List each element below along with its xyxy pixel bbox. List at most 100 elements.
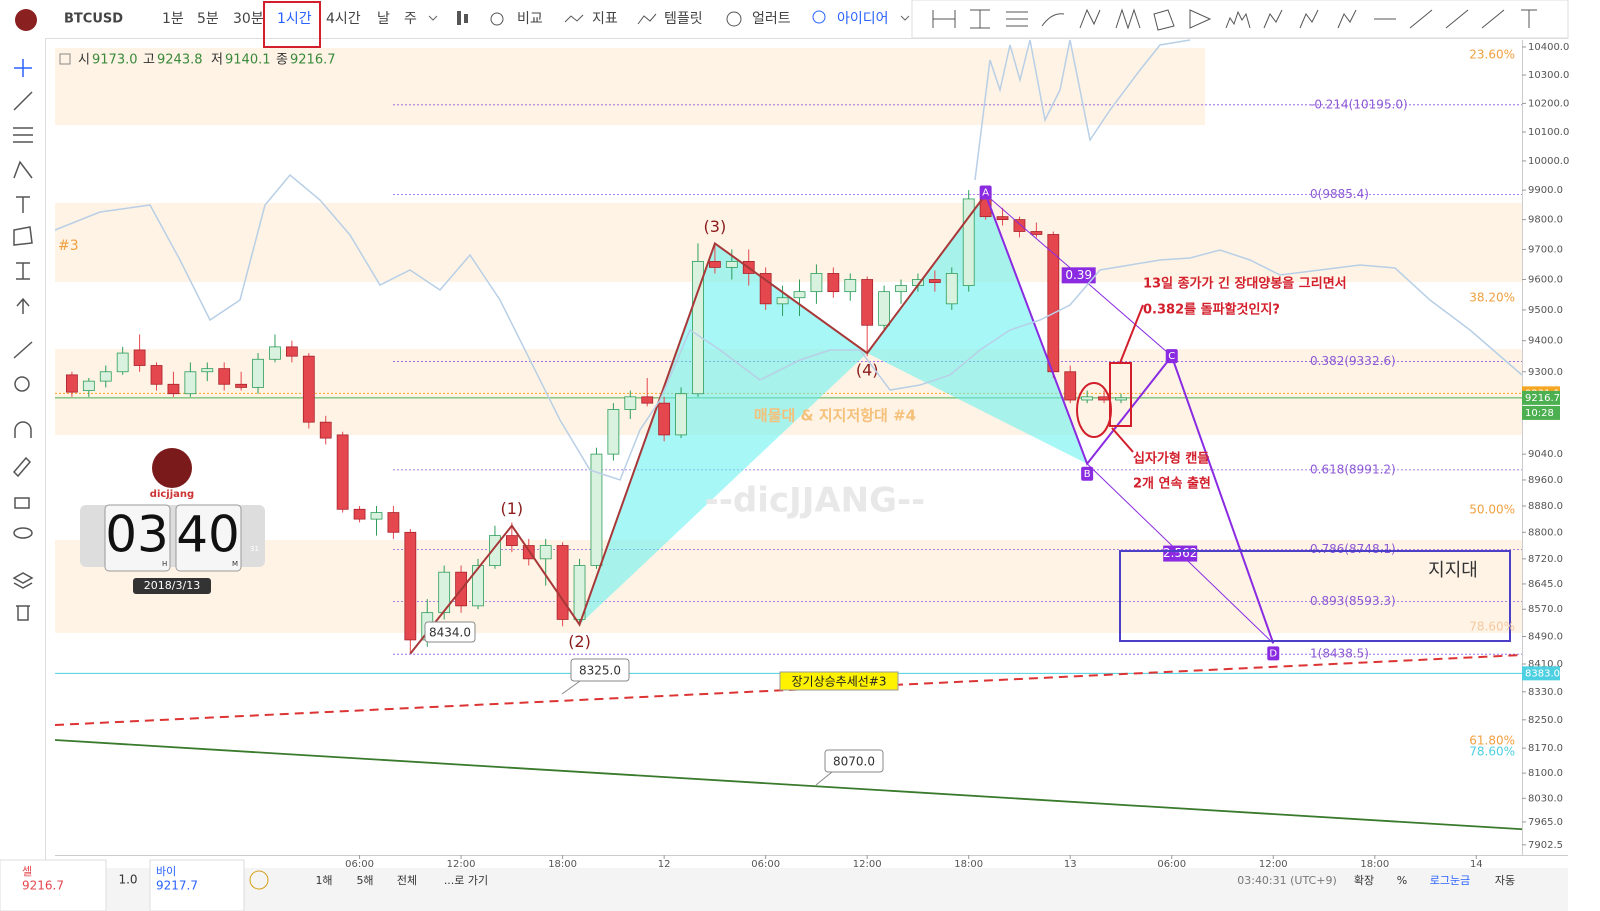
tool-icon[interactable] (1189, 9, 1212, 29)
pattern-fill (867, 194, 1088, 464)
interval[interactable]: 1분 (162, 11, 184, 27)
tool-icon[interactable] (14, 59, 32, 77)
candle-body (675, 393, 687, 436)
tool-icon[interactable] (14, 497, 30, 509)
tool-icon[interactable] (932, 10, 956, 28)
candle-body (658, 402, 671, 436)
candle-body (861, 279, 874, 326)
interval[interactable]: 주 (404, 11, 417, 27)
x-tick-label: 14 (1470, 859, 1483, 870)
option[interactable]: 확장 (1354, 874, 1374, 887)
tool[interactable]: 아이디어 (837, 11, 889, 27)
countdown-tag (1522, 405, 1560, 420)
option[interactable]: 자동 (1495, 874, 1515, 887)
tool-icon[interactable] (1225, 10, 1251, 29)
tool-icon[interactable] (13, 341, 33, 359)
tool-icon[interactable] (1481, 9, 1505, 29)
collapse-icon[interactable] (59, 53, 71, 65)
indicator-icon[interactable] (564, 14, 584, 23)
toolbar: BTCUSD 1분 5분 30분 1시간 4시간 날 주 비교 지표 템플릿 얼… (15, 0, 1569, 48)
tool-icon[interactable] (12, 456, 32, 478)
clock: 03:40:31 (UTC+9) (1237, 874, 1337, 887)
interval[interactable]: 날 (377, 11, 390, 27)
tool-icon[interactable] (1115, 8, 1141, 30)
y-tick-label: 10000.0 (1528, 156, 1569, 167)
buy-label[interactable]: 바이 (156, 865, 176, 878)
tool-icon[interactable] (970, 9, 990, 29)
interval[interactable]: 1시간 (277, 11, 312, 27)
tool-icon[interactable] (1445, 9, 1469, 29)
tool-icon[interactable] (16, 605, 30, 621)
alert-icon[interactable] (726, 11, 742, 27)
tool-icon[interactable] (13, 527, 33, 539)
drawing-tool-icons (932, 8, 1537, 31)
sell-label[interactable]: 셀 (22, 865, 32, 878)
y-tick-label: 9040.0 (1528, 449, 1563, 460)
buy-price[interactable]: 9217.7 (156, 879, 198, 893)
tool[interactable]: 얼러트 (752, 11, 791, 27)
interval[interactable]: 5분 (197, 11, 219, 27)
option[interactable]: % (1397, 874, 1407, 887)
y-tick-label: 8250.0 (1528, 715, 1563, 726)
option[interactable]: 로그눈금 (1430, 874, 1470, 887)
idea-icon[interactable] (812, 10, 826, 24)
arrow (1119, 304, 1144, 364)
tool-icon[interactable] (13, 226, 33, 246)
tool-icon[interactable] (1521, 9, 1537, 28)
dropdown[interactable] (900, 15, 910, 21)
tool-icon[interactable] (12, 572, 34, 589)
range-button[interactable]: 전체 (397, 874, 417, 887)
tool-icon[interactable] (13, 127, 33, 143)
range-button[interactable]: 5해 (356, 873, 373, 887)
tool[interactable]: 비교 (517, 11, 543, 27)
buy-box[interactable] (149, 859, 245, 911)
point-box (1081, 466, 1094, 481)
interval[interactable]: 30분 (233, 11, 264, 27)
tool-icon[interactable] (1337, 9, 1357, 29)
dropdown[interactable] (428, 15, 438, 21)
tool[interactable]: 템플릿 (664, 11, 703, 27)
tool-icon[interactable] (16, 297, 30, 314)
ratio-label: 0.39 (1065, 268, 1092, 282)
avatar[interactable] (15, 9, 37, 31)
ohlc-value: 9140.1 (225, 53, 271, 68)
candle-body (302, 355, 315, 423)
sell-price[interactable]: 9216.7 (22, 879, 64, 893)
ohlc-value: 9173.0 (92, 53, 138, 68)
tool-icon[interactable] (1079, 8, 1101, 29)
tool-icon[interactable] (16, 196, 30, 213)
tool-icon[interactable] (13, 160, 33, 179)
tool-icon[interactable] (1006, 11, 1028, 27)
tool-icon[interactable] (16, 262, 30, 280)
tool-icon[interactable] (1409, 9, 1433, 29)
symbol[interactable]: BTCUSD (64, 12, 123, 27)
y-tick-label: 8880.0 (1528, 501, 1563, 512)
goto-button[interactable]: ...로 가기 (444, 874, 488, 887)
tool-icon[interactable] (14, 421, 32, 438)
tool-icon[interactable] (14, 376, 30, 392)
interval[interactable]: 4시간 (326, 11, 361, 27)
sell-box[interactable] (0, 859, 107, 911)
x-tick-label: 12:00 (1259, 859, 1288, 870)
tool-icon[interactable] (1299, 9, 1319, 29)
info-icon[interactable] (249, 870, 269, 890)
template-icon[interactable] (637, 13, 657, 25)
wave-line (409, 193, 987, 655)
candle-body (556, 545, 569, 620)
compare-icon[interactable] (490, 12, 504, 26)
tool-icon[interactable] (1153, 9, 1175, 31)
chart-type-icon[interactable] (464, 14, 468, 23)
qty[interactable]: 1.0 (118, 873, 137, 887)
candle-body (878, 291, 891, 326)
tool[interactable]: 지표 (592, 11, 618, 27)
fib-percent: 23.60% 38.20% 50.00% 78.60% 61.80% 78.60… (1469, 48, 1515, 759)
range-button[interactable]: 1해 (315, 873, 332, 887)
point-label: D (1269, 648, 1277, 659)
chart-type-icon[interactable] (457, 11, 461, 25)
tool-icon[interactable] (1263, 9, 1283, 29)
candle-body (607, 409, 620, 455)
tool-icon[interactable] (1041, 13, 1065, 27)
ratio-label: 2.562 (1163, 546, 1197, 560)
tool-icon[interactable] (13, 91, 33, 111)
